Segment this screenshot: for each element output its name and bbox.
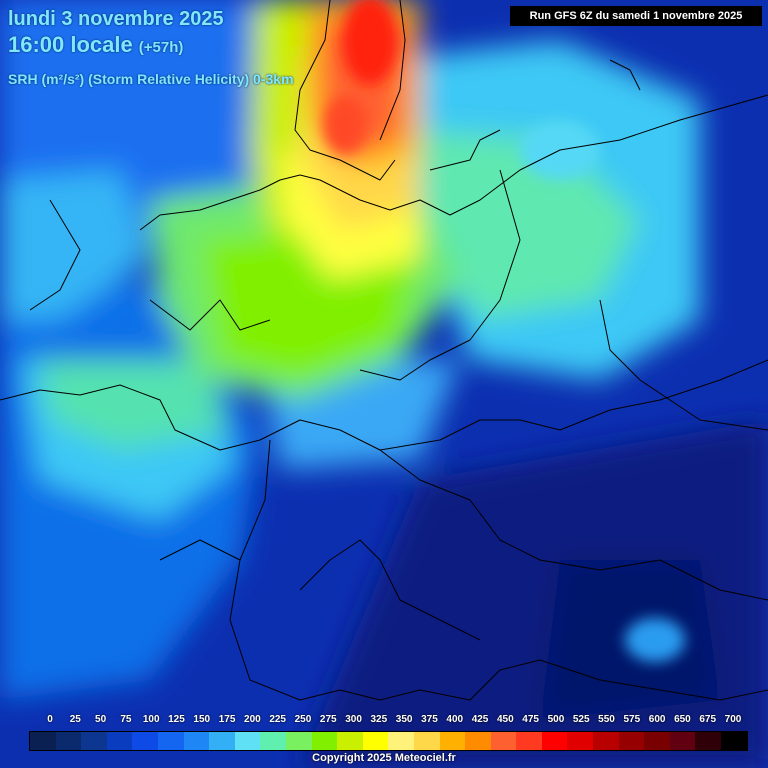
legend-label: 350 xyxy=(395,714,413,725)
legend-label: 475 xyxy=(522,714,539,725)
legend-label: 650 xyxy=(674,714,691,725)
legend-label: 525 xyxy=(572,714,590,725)
legend-swatches xyxy=(29,731,748,751)
forecast-time-label: 16:00 locale xyxy=(8,32,133,57)
forecast-offset: (+57h) xyxy=(138,39,184,56)
legend-swatch xyxy=(465,732,491,750)
legend-swatch xyxy=(285,732,312,750)
legend-label: 50 xyxy=(95,714,107,725)
legend-swatch xyxy=(618,732,645,750)
legend-label: 425 xyxy=(471,714,489,725)
legend-label: 100 xyxy=(142,714,160,725)
legend-swatch xyxy=(593,732,619,750)
legend-label: 275 xyxy=(319,714,337,725)
legend-label: 225 xyxy=(269,714,286,725)
legend-label: 250 xyxy=(294,714,312,725)
legend-label: 400 xyxy=(446,714,464,725)
legend-label: 75 xyxy=(120,714,132,725)
legend-label: 550 xyxy=(598,714,615,725)
legend-swatch xyxy=(157,732,184,750)
legend-label: 300 xyxy=(345,714,362,725)
legend-swatch xyxy=(209,732,235,750)
model-run-label: Run GFS 6Z du samedi 1 novembre 2025 xyxy=(510,6,762,26)
forecast-date: lundi 3 novembre 2025 xyxy=(8,8,224,30)
legend-label: 675 xyxy=(699,714,717,725)
legend-swatch xyxy=(490,732,517,750)
legend-label: 700 xyxy=(724,714,742,725)
legend-swatch xyxy=(311,732,338,750)
legend-label: 325 xyxy=(370,714,388,725)
legend-swatch xyxy=(721,732,747,750)
legend-swatch xyxy=(260,732,286,750)
copyright-text: Copyright 2025 Meteociel.fr xyxy=(312,752,456,764)
legend-swatch xyxy=(669,732,696,750)
legend-swatch xyxy=(183,732,210,750)
legend-swatch xyxy=(337,732,363,750)
legend-swatch xyxy=(644,732,670,750)
legend-label: 150 xyxy=(193,714,211,725)
legend-label: 600 xyxy=(648,714,666,725)
legend-label: 450 xyxy=(496,714,514,725)
legend-swatch xyxy=(234,732,261,750)
legend-swatch xyxy=(362,732,389,750)
legend-label: 200 xyxy=(244,714,261,725)
legend-swatch xyxy=(439,732,466,750)
legend-label: 0 xyxy=(47,714,53,725)
forecast-time: 16:00 locale (+57h) xyxy=(8,32,183,58)
country-borders xyxy=(0,0,768,701)
legend-label: 575 xyxy=(623,714,641,725)
legend-swatch xyxy=(132,732,158,750)
legend-swatch xyxy=(106,732,133,750)
parameter-title: SRH (m²/s²) (Storm Relative Helicity) 0-… xyxy=(8,71,294,87)
legend-swatch xyxy=(567,732,594,750)
legend-swatch xyxy=(541,732,568,750)
legend-label: 25 xyxy=(69,714,81,725)
legend-label: 500 xyxy=(547,714,565,725)
legend-swatch xyxy=(388,732,414,750)
legend-label: 125 xyxy=(168,714,185,725)
legend-swatch xyxy=(516,732,542,750)
legend-swatch xyxy=(81,732,107,750)
legend-swatch xyxy=(55,732,82,750)
legend-swatch xyxy=(695,732,722,750)
legend-swatch xyxy=(30,732,56,750)
legend-label: 175 xyxy=(218,714,236,725)
legend-swatch xyxy=(413,732,440,750)
legend-label: 375 xyxy=(421,714,438,725)
